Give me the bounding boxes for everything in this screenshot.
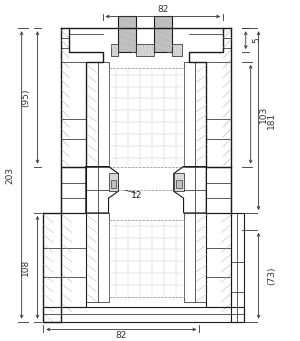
Polygon shape <box>109 174 118 191</box>
Text: (95): (95) <box>21 88 30 107</box>
Text: 203: 203 <box>5 166 14 183</box>
Text: 5: 5 <box>252 37 261 43</box>
Polygon shape <box>110 180 116 188</box>
Polygon shape <box>172 44 182 56</box>
Text: 181: 181 <box>267 112 276 129</box>
Text: (73): (73) <box>267 266 276 285</box>
Polygon shape <box>154 15 172 52</box>
Text: 82: 82 <box>157 5 169 14</box>
Text: 108: 108 <box>21 258 30 276</box>
Polygon shape <box>136 44 154 56</box>
Polygon shape <box>118 15 136 52</box>
Text: 103: 103 <box>259 106 268 123</box>
Polygon shape <box>110 44 118 56</box>
Text: 82: 82 <box>116 331 127 340</box>
Text: 12: 12 <box>130 191 142 200</box>
Polygon shape <box>176 180 182 188</box>
Polygon shape <box>174 174 184 191</box>
